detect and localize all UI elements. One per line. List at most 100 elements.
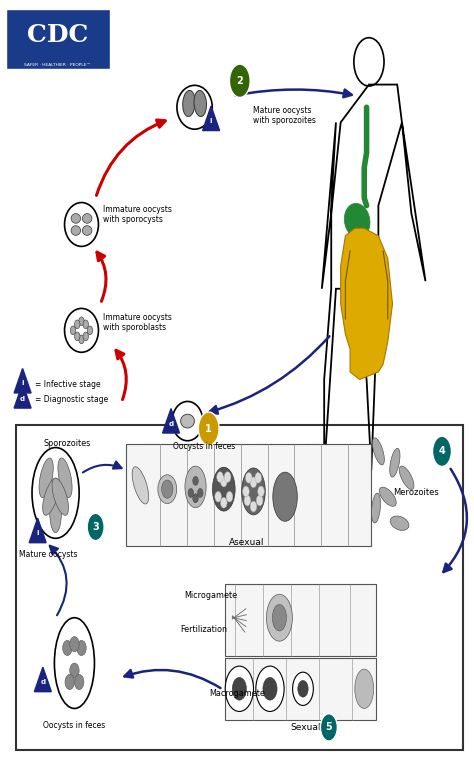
Circle shape: [87, 513, 104, 540]
Text: Oocysts in feces: Oocysts in feces: [173, 442, 235, 451]
Ellipse shape: [58, 458, 72, 498]
Text: Merozoites: Merozoites: [393, 489, 439, 497]
Circle shape: [79, 317, 84, 326]
Ellipse shape: [350, 290, 378, 309]
Circle shape: [83, 332, 89, 341]
Text: Fertilization: Fertilization: [181, 625, 228, 634]
Circle shape: [193, 493, 198, 502]
Circle shape: [83, 320, 89, 329]
Ellipse shape: [71, 213, 81, 223]
Ellipse shape: [50, 491, 62, 533]
Text: Mature oocysts
with sporozoites: Mature oocysts with sporozoites: [254, 106, 316, 125]
Ellipse shape: [82, 225, 92, 235]
Circle shape: [77, 641, 86, 656]
FancyBboxPatch shape: [126, 444, 371, 546]
Circle shape: [250, 477, 257, 487]
Ellipse shape: [43, 478, 59, 515]
Circle shape: [188, 488, 194, 497]
Circle shape: [224, 472, 231, 483]
Ellipse shape: [390, 449, 400, 477]
Circle shape: [255, 473, 262, 483]
Text: 2: 2: [237, 76, 243, 86]
Ellipse shape: [344, 203, 370, 238]
Ellipse shape: [71, 225, 81, 235]
Circle shape: [70, 326, 76, 335]
Circle shape: [193, 477, 198, 485]
Ellipse shape: [64, 308, 99, 352]
Polygon shape: [29, 518, 46, 543]
Polygon shape: [14, 383, 31, 408]
Ellipse shape: [242, 468, 265, 515]
Text: Microgamete: Microgamete: [184, 591, 237, 600]
Ellipse shape: [273, 472, 297, 521]
Ellipse shape: [158, 475, 177, 503]
Text: Immature oocysts
with sporoblasts: Immature oocysts with sporoblasts: [103, 313, 172, 332]
Circle shape: [225, 666, 254, 711]
Circle shape: [63, 641, 72, 656]
Ellipse shape: [390, 516, 409, 531]
Text: Sexual: Sexual: [290, 723, 320, 732]
Text: d: d: [20, 395, 25, 402]
Text: i: i: [210, 118, 212, 124]
Ellipse shape: [177, 85, 212, 129]
Circle shape: [79, 335, 84, 344]
Ellipse shape: [379, 487, 396, 506]
Text: Immature oocysts
with sporocysts: Immature oocysts with sporocysts: [103, 205, 172, 225]
Ellipse shape: [172, 402, 203, 441]
Circle shape: [215, 491, 221, 502]
Ellipse shape: [132, 467, 149, 504]
Ellipse shape: [39, 458, 53, 498]
Ellipse shape: [373, 438, 384, 465]
Circle shape: [226, 491, 233, 502]
Ellipse shape: [182, 90, 195, 117]
Ellipse shape: [266, 594, 292, 641]
Text: CDC: CDC: [27, 24, 89, 47]
Text: d: d: [168, 420, 173, 427]
Text: 3: 3: [92, 522, 99, 532]
Text: 1: 1: [205, 424, 212, 433]
Circle shape: [70, 663, 79, 679]
FancyBboxPatch shape: [6, 9, 110, 70]
Circle shape: [70, 637, 79, 652]
Circle shape: [217, 472, 223, 483]
Circle shape: [198, 412, 219, 446]
Circle shape: [220, 497, 227, 508]
Circle shape: [74, 332, 80, 341]
Circle shape: [65, 675, 74, 689]
Ellipse shape: [212, 468, 235, 511]
Text: = Infective stage: = Infective stage: [36, 380, 101, 389]
Ellipse shape: [350, 257, 378, 276]
Text: 4: 4: [438, 446, 446, 456]
Ellipse shape: [273, 604, 286, 631]
Circle shape: [229, 65, 250, 97]
Circle shape: [232, 678, 246, 700]
FancyBboxPatch shape: [225, 658, 376, 720]
Circle shape: [433, 436, 451, 467]
Ellipse shape: [350, 273, 378, 292]
Ellipse shape: [372, 493, 381, 523]
Polygon shape: [35, 667, 51, 691]
Text: d: d: [40, 679, 46, 685]
Text: Mature oocysts: Mature oocysts: [19, 550, 78, 559]
Polygon shape: [341, 228, 392, 380]
Circle shape: [243, 486, 249, 496]
Circle shape: [256, 666, 284, 711]
Text: Macrogamete: Macrogamete: [209, 689, 265, 698]
Polygon shape: [202, 106, 219, 131]
Ellipse shape: [399, 466, 414, 490]
Ellipse shape: [185, 466, 206, 508]
Circle shape: [162, 480, 173, 498]
Circle shape: [250, 501, 257, 512]
Ellipse shape: [64, 203, 99, 247]
Circle shape: [258, 486, 264, 496]
Text: Oocysts in feces: Oocysts in feces: [43, 721, 106, 730]
Circle shape: [74, 320, 80, 329]
Circle shape: [197, 488, 203, 497]
Ellipse shape: [355, 669, 374, 708]
Ellipse shape: [82, 213, 92, 223]
Circle shape: [74, 675, 84, 689]
Polygon shape: [163, 408, 180, 433]
FancyBboxPatch shape: [225, 584, 376, 656]
Ellipse shape: [181, 414, 194, 428]
Text: i: i: [21, 380, 24, 386]
